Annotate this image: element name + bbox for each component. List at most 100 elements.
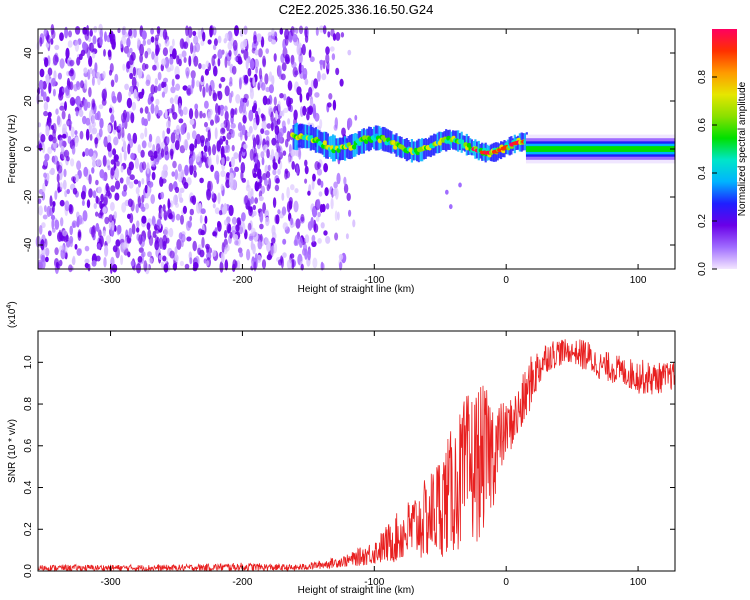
noise-cell	[259, 211, 264, 223]
noise-cell	[231, 65, 237, 75]
signal-peak	[357, 141, 362, 146]
noise-cell	[147, 251, 152, 258]
noise-cell	[217, 105, 221, 116]
noise-cell	[319, 119, 323, 129]
noise-cell	[91, 76, 95, 87]
noise-cell	[224, 219, 228, 226]
noise-cell	[164, 145, 169, 156]
noise-cell	[282, 150, 287, 156]
noise-cell	[92, 35, 97, 45]
noise-cell	[39, 37, 43, 47]
noise-cell	[248, 109, 254, 122]
noise-cell	[55, 108, 59, 115]
noise-cell	[216, 90, 220, 97]
noise-cell	[201, 236, 205, 249]
noise-cell	[230, 90, 234, 98]
noise-cell	[267, 35, 273, 42]
noise-cell	[306, 107, 312, 114]
noise-cell	[46, 172, 50, 182]
noise-cell	[171, 103, 175, 116]
noise-cell	[232, 39, 238, 51]
noise-cell	[212, 92, 218, 102]
noise-cell	[268, 177, 272, 190]
noise-cell	[217, 57, 221, 67]
noise-cell	[88, 148, 94, 157]
noise-cell	[277, 209, 281, 215]
noise-cell	[61, 110, 66, 120]
noise-cell	[37, 122, 42, 128]
noise-cell	[312, 257, 318, 269]
noise-cell	[282, 252, 287, 258]
noise-cell	[298, 52, 303, 65]
noise-cell	[307, 190, 311, 196]
noise-cell	[107, 124, 112, 133]
noise-cell	[193, 170, 197, 178]
noise-cell	[217, 192, 221, 205]
noise-cell	[162, 204, 166, 212]
noise-cell	[333, 124, 338, 131]
signal-peak	[351, 144, 357, 150]
noise-cell	[51, 77, 56, 87]
noise-cell	[110, 201, 115, 212]
noise-cell	[161, 148, 165, 158]
noise-cell	[88, 174, 92, 185]
noise-cell	[111, 220, 115, 231]
noise-cell	[91, 167, 95, 174]
noise-cell	[250, 196, 255, 205]
colorbar-tick-label: 0.2	[697, 214, 708, 228]
noise-cell	[157, 109, 163, 117]
noise-cell	[323, 230, 328, 236]
noise-cell	[61, 244, 65, 251]
noise-cell	[193, 55, 199, 67]
noise-cell	[266, 240, 271, 253]
noise-cell	[137, 256, 143, 263]
noise-cell	[294, 149, 299, 157]
noise-cell	[182, 205, 187, 214]
noise-cell	[141, 194, 145, 203]
noise-cell	[256, 33, 262, 43]
noise-cell	[214, 207, 220, 215]
noise-cell	[250, 227, 256, 236]
noise-cell	[287, 80, 293, 91]
noise-cell	[200, 75, 204, 83]
noise-cell	[139, 54, 144, 63]
noise-cell	[132, 28, 137, 38]
noise-cell	[117, 129, 122, 140]
noise-cell	[108, 31, 112, 39]
noise-cell	[221, 206, 227, 215]
noise-cell	[197, 247, 202, 255]
noise-cell	[94, 112, 100, 121]
noise-cell	[39, 68, 45, 78]
noise-cell	[54, 190, 58, 200]
noise-cell	[95, 255, 101, 262]
noise-cell	[61, 133, 67, 139]
noise-cell	[174, 186, 180, 193]
noise-cell	[84, 79, 88, 90]
noise-cell	[304, 28, 308, 38]
noise-cell	[48, 134, 54, 142]
noise-cell	[225, 139, 229, 146]
noise-cell	[224, 110, 229, 121]
noise-cell	[57, 72, 63, 80]
noise-cell	[260, 151, 265, 159]
noise-cell	[258, 80, 264, 88]
noise-cell	[226, 172, 231, 178]
noise-cell	[104, 245, 109, 257]
noise-cell	[151, 216, 156, 227]
noise-cell	[107, 142, 112, 152]
noise-cell	[220, 145, 225, 158]
noise-cell	[98, 128, 103, 138]
noise-cell	[126, 97, 133, 109]
noise-cell	[260, 113, 265, 119]
noise-cell	[88, 55, 93, 67]
noise-cell	[91, 260, 97, 267]
noise-cell	[64, 26, 69, 39]
noise-cell	[220, 122, 225, 129]
noise-cell	[67, 81, 72, 90]
noise-cell	[323, 163, 328, 173]
noise-cell	[252, 137, 257, 149]
noise-cell	[127, 251, 131, 258]
noise-cell	[316, 198, 321, 209]
noise-cell	[248, 125, 253, 134]
